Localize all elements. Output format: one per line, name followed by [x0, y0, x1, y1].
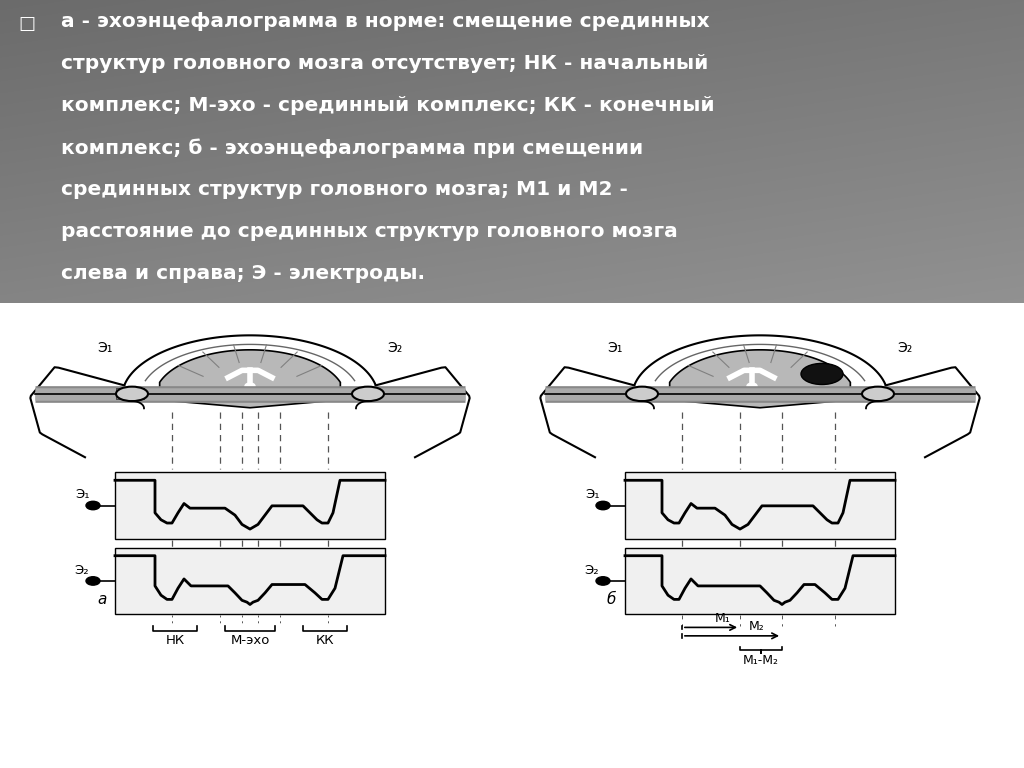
Text: расстояние до срединных структур головного мозга: расстояние до срединных структур головно… — [61, 222, 678, 241]
Text: М₁-М₂: М₁-М₂ — [743, 654, 779, 667]
Circle shape — [746, 383, 757, 389]
Bar — [625, 472, 895, 538]
Polygon shape — [160, 350, 340, 408]
Text: Э₁: Э₁ — [75, 488, 89, 502]
Text: М₁: М₁ — [715, 612, 730, 625]
Ellipse shape — [862, 386, 894, 401]
Bar — [115, 548, 385, 614]
Bar — [625, 548, 895, 614]
Text: Э₂: Э₂ — [585, 564, 599, 577]
Text: Э₂: Э₂ — [897, 341, 912, 355]
Bar — [134, 389, 138, 399]
Bar — [122, 389, 126, 399]
Polygon shape — [670, 350, 850, 408]
Circle shape — [596, 577, 610, 585]
Bar — [115, 472, 385, 538]
Text: а - эхоэнцефалограмма в норме: смещение срединных: а - эхоэнцефалограмма в норме: смещение … — [61, 12, 710, 31]
Text: б: б — [607, 592, 616, 607]
Text: комплекс; б - эхоэнцефалограмма при смещении: комплекс; б - эхоэнцефалограмма при смещ… — [61, 138, 644, 157]
Text: □: □ — [18, 15, 36, 33]
Text: Э₁: Э₁ — [97, 341, 113, 355]
Text: структур головного мозга отсутствует; НК - начальный: структур головного мозга отсутствует; НК… — [61, 54, 709, 73]
Circle shape — [86, 502, 100, 510]
Text: НК: НК — [166, 634, 184, 647]
Circle shape — [245, 383, 255, 389]
Bar — [116, 389, 120, 399]
Circle shape — [596, 502, 610, 510]
Ellipse shape — [116, 386, 148, 401]
Text: КК: КК — [315, 634, 334, 647]
Ellipse shape — [801, 363, 843, 385]
Text: Э₁: Э₁ — [607, 341, 623, 355]
Text: комплекс; М-эхо - срединный комплекс; КК - конечный: комплекс; М-эхо - срединный комплекс; КК… — [61, 96, 715, 115]
Text: а: а — [97, 592, 106, 607]
Text: М-эхо: М-эхо — [230, 634, 269, 647]
Circle shape — [86, 577, 100, 585]
Text: Э₁: Э₁ — [585, 488, 599, 502]
Bar — [128, 389, 132, 399]
Text: срединных структур головного мозга; М1 и М2 -: срединных структур головного мозга; М1 и… — [61, 180, 629, 199]
Bar — [140, 389, 144, 399]
Ellipse shape — [626, 386, 658, 401]
Text: Э₂: Э₂ — [387, 341, 402, 355]
Ellipse shape — [352, 386, 384, 401]
Text: слева и справа; Э - электроды.: слева и справа; Э - электроды. — [61, 264, 425, 283]
Text: М₂: М₂ — [750, 621, 765, 634]
Text: Э₂: Э₂ — [75, 564, 89, 577]
